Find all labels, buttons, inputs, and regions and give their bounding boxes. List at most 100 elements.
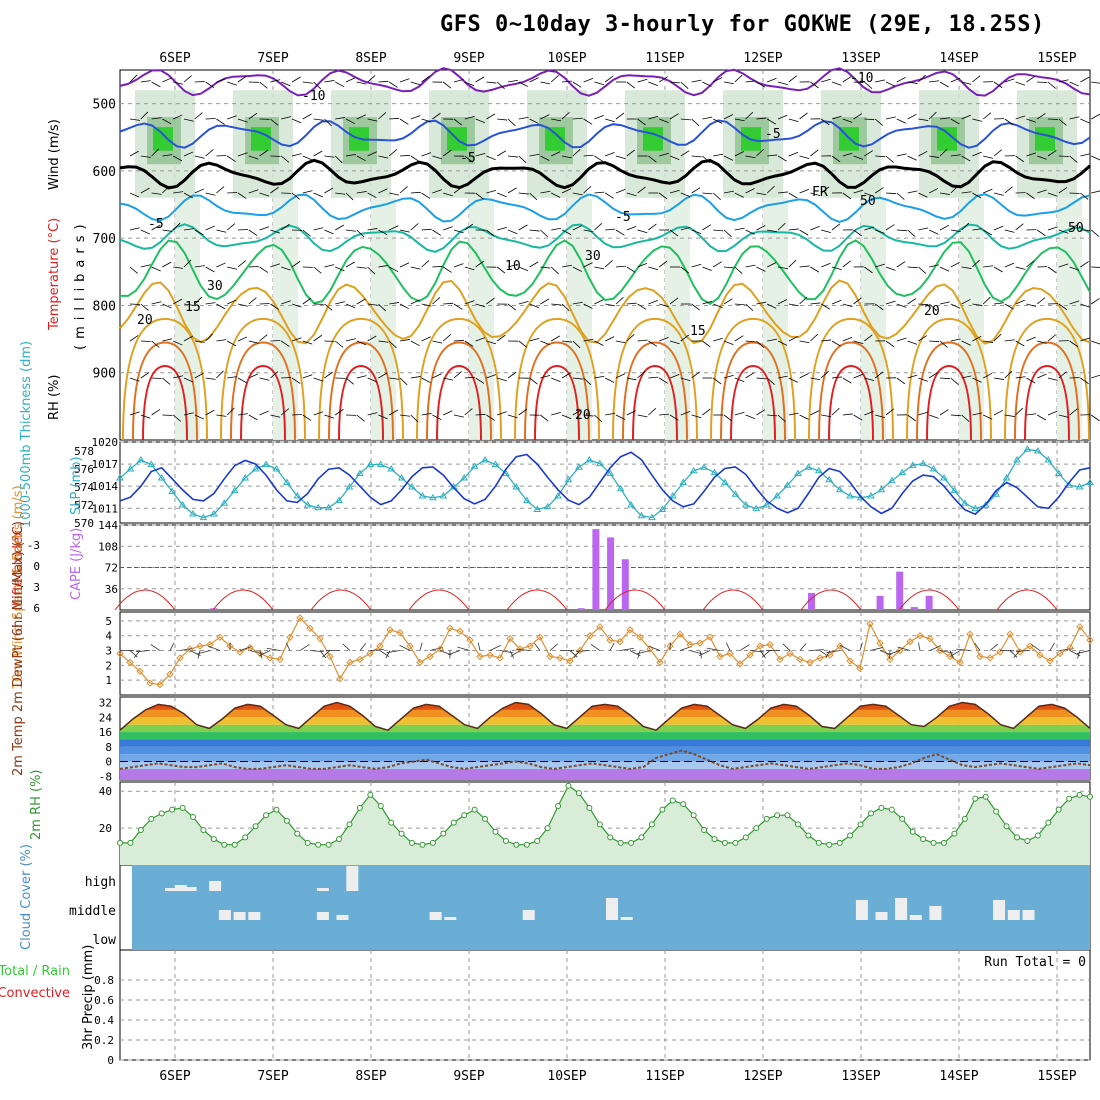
wind-barb <box>551 377 561 383</box>
wind-barb <box>939 266 950 272</box>
rh-marker <box>1066 795 1073 802</box>
cloud-bar <box>1007 910 1020 920</box>
wind-barb <box>637 78 648 83</box>
wind-barb <box>605 303 616 307</box>
wind10-barb <box>299 644 310 651</box>
wind-barb <box>961 375 972 379</box>
temp-tick-label: 16 <box>99 726 112 739</box>
temp-band <box>120 746 1090 755</box>
wind10-barb <box>1076 650 1091 654</box>
wind-barb <box>745 414 756 419</box>
wind-barb <box>594 115 604 120</box>
cloud-bar <box>620 917 633 920</box>
wind-barb <box>961 114 971 120</box>
rh-marker <box>440 830 447 837</box>
wind-barb <box>399 303 410 310</box>
wind-barb <box>281 300 291 305</box>
wind10-barb <box>749 650 764 653</box>
wind-barb <box>389 225 399 231</box>
bottom-day-label: 15SEP <box>1037 1069 1076 1084</box>
wind-barb <box>702 116 713 120</box>
wind-barb <box>248 340 259 344</box>
contour-label: -10 <box>850 71 873 86</box>
wind-barb <box>378 229 388 236</box>
wind-marker <box>896 646 904 655</box>
wind-barb <box>367 412 378 416</box>
thickness-marker <box>627 501 635 508</box>
thickness-marker <box>1054 469 1063 476</box>
wind-barb <box>270 303 279 310</box>
wind-barb <box>885 116 896 120</box>
wind10-barb <box>136 650 151 653</box>
rh-shade-peak <box>1035 127 1055 151</box>
thickness-ylabel: 1000-500mb Thickness (dm) <box>19 341 34 528</box>
temp-arch <box>828 364 874 441</box>
rh-marker <box>315 841 322 848</box>
rh-marker <box>982 793 989 800</box>
cloud-bar <box>895 898 908 920</box>
wind-marker <box>486 651 494 659</box>
wind-barb <box>853 373 864 379</box>
rh-marker <box>847 832 854 839</box>
rh-marker <box>920 836 927 843</box>
wind-barb <box>129 192 140 198</box>
wind-barb <box>875 414 885 418</box>
pressure-tick-label: 900 <box>93 367 116 382</box>
wind-barb <box>345 261 355 268</box>
lifted-index-arc <box>996 589 1058 611</box>
wind-barb <box>615 297 624 305</box>
wind-marker <box>386 626 394 634</box>
wind-barb <box>939 409 949 416</box>
wind-barb <box>799 340 810 344</box>
wind-barb <box>561 303 570 312</box>
rh-marker <box>753 825 760 832</box>
wind-barb <box>864 266 873 274</box>
bottom-day-label: 10SEP <box>547 1069 586 1084</box>
precip-tick-label: 0.6 <box>94 994 114 1007</box>
thickness-marker <box>303 501 312 508</box>
wind-barb <box>216 78 226 83</box>
wind-barb <box>799 188 810 194</box>
wind-barb <box>820 303 830 310</box>
lifted-index-arc <box>114 589 176 611</box>
wind-barb <box>723 229 732 237</box>
wind-barb <box>875 155 886 158</box>
wind-barb <box>237 260 246 268</box>
wind-barb <box>529 261 539 268</box>
wind-barb <box>432 265 443 268</box>
lifted-ylabel: Lifted Index <box>11 529 26 606</box>
wind-barb <box>648 408 657 416</box>
wind-barb <box>918 335 928 342</box>
wind10-barb <box>839 644 851 651</box>
temp-line <box>119 701 1091 732</box>
wind-barb <box>1026 260 1035 268</box>
wind-barb <box>702 266 712 271</box>
wind-barb <box>173 375 184 379</box>
cloud-bar <box>184 887 197 891</box>
wind-barb <box>270 186 279 194</box>
wind-barb <box>399 414 410 417</box>
wind-barb <box>129 74 138 83</box>
wind-barb <box>821 78 831 83</box>
temp-arch <box>632 364 678 441</box>
wind-barb <box>518 266 529 272</box>
thickness-marker <box>710 468 719 476</box>
wind-marker <box>366 649 374 658</box>
wind-barb <box>345 303 356 309</box>
wind-barb <box>723 155 734 161</box>
wind-barb <box>356 81 367 85</box>
rh-marker <box>1024 838 1031 845</box>
wind-barb <box>324 80 335 83</box>
wind-barb <box>767 229 778 233</box>
wind-barb <box>140 372 150 379</box>
wind-barb <box>1037 373 1047 379</box>
wind-marker <box>546 652 554 661</box>
rh-ylabel-group: 2m RH (%) <box>29 769 44 840</box>
wind-barb <box>475 260 484 268</box>
wind-barb <box>659 337 669 342</box>
wind-marker <box>336 674 344 683</box>
thickness-marker <box>533 505 542 512</box>
wind-barb <box>248 229 258 236</box>
wind-marker <box>796 655 804 664</box>
wind-barb <box>356 266 367 269</box>
